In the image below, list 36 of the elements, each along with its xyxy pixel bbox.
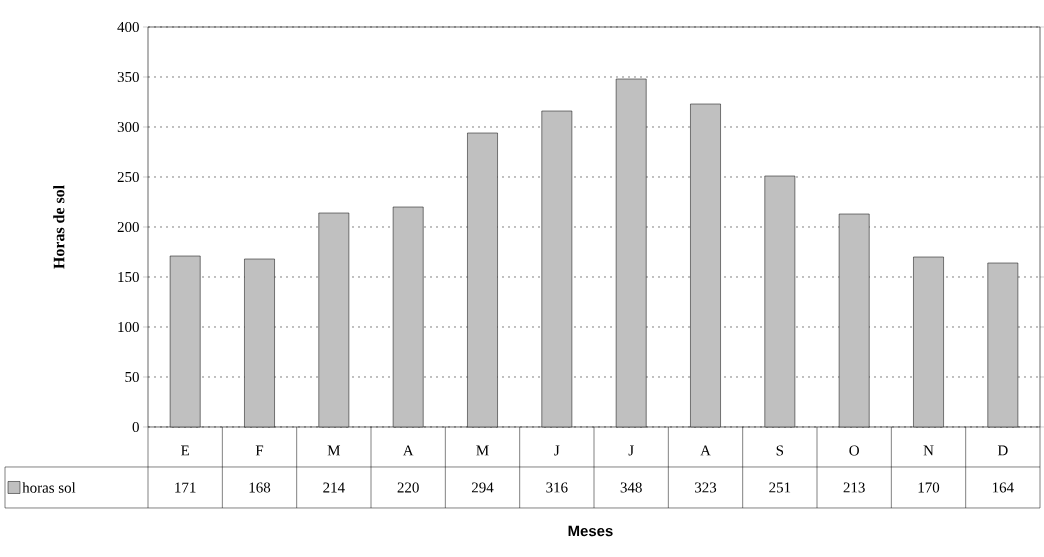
- data-label: 213: [843, 482, 865, 493]
- x-tick-label: S: [776, 445, 784, 456]
- y-tick-label: 400: [117, 21, 139, 33]
- y-tick-label: 0: [132, 421, 139, 433]
- x-tick-label: F: [255, 445, 264, 456]
- x-tick-label: N: [923, 445, 934, 456]
- legend-label: horas sol: [22, 482, 76, 493]
- data-label: 316: [546, 482, 568, 493]
- data-label: 323: [695, 482, 717, 493]
- y-tick-label: 250: [117, 171, 139, 183]
- data-label: 220: [397, 482, 419, 493]
- x-tick-label: A: [700, 445, 711, 456]
- data-label: 170: [918, 482, 940, 493]
- y-tick-label: 50: [125, 371, 139, 383]
- x-tick-label: O: [849, 445, 859, 456]
- data-label: 294: [471, 482, 494, 493]
- x-tick-label: M: [327, 445, 341, 456]
- y-axis-title: Horas de sol: [53, 185, 65, 269]
- x-axis-title: Meses: [568, 525, 613, 537]
- x-tick-label: J: [628, 445, 634, 456]
- x-tick-label: D: [997, 445, 1008, 456]
- x-tick-label: M: [476, 445, 489, 456]
- y-tick-label: 350: [117, 71, 139, 83]
- x-tick-label: E: [181, 445, 189, 456]
- data-label: 251: [769, 482, 791, 493]
- y-tick-label: 300: [117, 121, 139, 133]
- data-label: 168: [249, 482, 271, 493]
- data-label: 214: [323, 482, 345, 493]
- y-tick-label: 100: [118, 321, 139, 333]
- data-label: 164: [992, 482, 1014, 493]
- data-label: 348: [620, 482, 642, 493]
- y-tick-label: 150: [118, 271, 139, 283]
- data-label: 171: [175, 482, 196, 493]
- x-tick-label: J: [554, 445, 560, 456]
- x-tick-label: A: [402, 445, 414, 456]
- y-tick-label: 200: [117, 221, 139, 233]
